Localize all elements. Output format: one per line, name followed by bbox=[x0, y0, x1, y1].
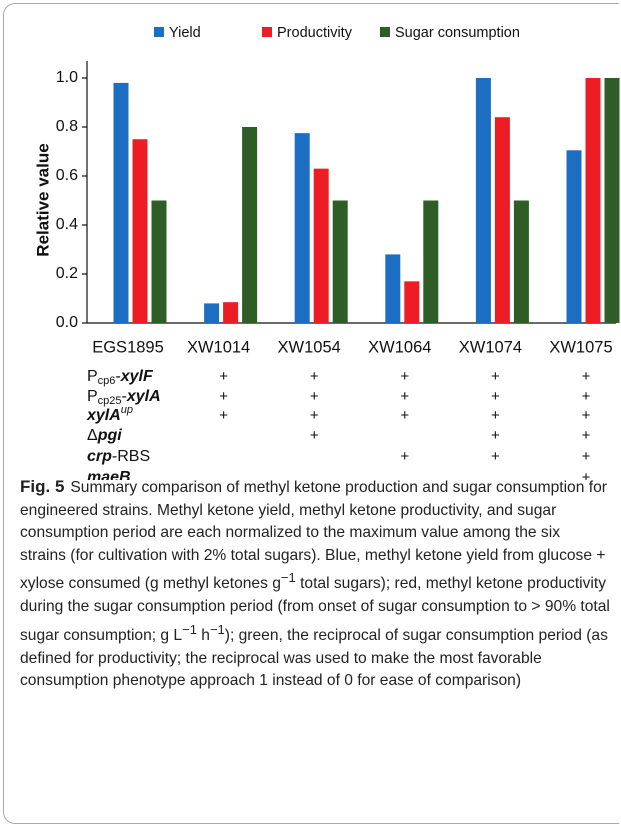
bar bbox=[404, 281, 420, 323]
bar bbox=[585, 78, 601, 323]
legend-label: Sugar consumption bbox=[395, 25, 520, 41]
figure-frame bbox=[3, 3, 619, 824]
row-label: Pcp6-xylF bbox=[87, 368, 154, 387]
caption-sup: −1 bbox=[280, 570, 296, 586]
bar bbox=[385, 254, 401, 323]
label-part: Δ bbox=[87, 427, 98, 444]
caption: Fig. 5 Summary comparison of methyl keton… bbox=[20, 476, 610, 693]
genotype-mark: + bbox=[491, 448, 500, 465]
bar bbox=[566, 150, 582, 323]
row-label: Δpgi bbox=[87, 427, 122, 444]
genotype-mark: + bbox=[219, 388, 228, 405]
legend-swatch bbox=[262, 27, 272, 37]
y-tick-label: 0.8 bbox=[56, 118, 78, 135]
genotype-mark: + bbox=[491, 388, 500, 405]
genotype-mark: + bbox=[310, 427, 319, 444]
caption-text: total sugars); red, methyl ketone produc… bbox=[20, 575, 610, 644]
label-part: - bbox=[115, 368, 120, 385]
x-tick-label: EGS1895 bbox=[92, 338, 164, 356]
genotype-mark: + bbox=[400, 388, 409, 405]
y-axis-label: Relative value bbox=[33, 143, 52, 256]
legend-swatch bbox=[380, 27, 390, 37]
label-sup: up bbox=[121, 404, 133, 416]
caption-label: Fig. 5 bbox=[20, 477, 65, 496]
genotype-mark: + bbox=[582, 407, 591, 424]
genotype-mark: + bbox=[491, 368, 500, 385]
bar bbox=[204, 303, 220, 323]
label-part: P bbox=[87, 388, 98, 405]
genotype-mark: + bbox=[582, 388, 591, 405]
genotype-mark: + bbox=[400, 368, 409, 385]
label-part: xylA bbox=[86, 407, 121, 424]
genotype-mark: + bbox=[582, 469, 591, 480]
legend-swatch bbox=[154, 27, 164, 37]
bar bbox=[494, 117, 510, 323]
caption-text: h bbox=[196, 626, 210, 644]
genotype-mark: + bbox=[310, 368, 319, 385]
label-part: crp bbox=[87, 448, 112, 465]
bar bbox=[513, 200, 529, 323]
y-tick-label: 0.0 bbox=[56, 314, 78, 331]
bar bbox=[132, 139, 148, 323]
genotype-mark: + bbox=[400, 448, 409, 465]
bar bbox=[423, 200, 439, 323]
genotype-mark: + bbox=[310, 388, 319, 405]
row-label: Pcp25-xylA bbox=[87, 388, 161, 407]
bar bbox=[604, 78, 620, 323]
y-tick-label: 0.6 bbox=[56, 167, 78, 184]
y-tick-label: 0.2 bbox=[56, 265, 78, 282]
bar bbox=[223, 302, 239, 323]
caption-sup: −1 bbox=[209, 621, 225, 637]
y-tick-label: 1.0 bbox=[56, 69, 78, 86]
genotype-mark: + bbox=[491, 407, 500, 424]
x-tick-label: XW1074 bbox=[459, 338, 522, 356]
genotype-mark: + bbox=[310, 407, 319, 424]
row-label: crp-RBS bbox=[87, 448, 150, 465]
genotype-mark: + bbox=[582, 427, 591, 444]
bar bbox=[151, 200, 167, 323]
row-label: maeB bbox=[87, 469, 131, 480]
genotype-mark: + bbox=[491, 427, 500, 444]
genotype-mark: + bbox=[582, 368, 591, 385]
genotype-mark: + bbox=[219, 368, 228, 385]
bar bbox=[475, 78, 491, 323]
bar bbox=[242, 127, 258, 323]
label-sub: cp25 bbox=[98, 395, 122, 407]
row-label: xylAup bbox=[86, 404, 133, 424]
chart: Relative value Pcp6-xylF Pcp25-xylA xylA… bbox=[33, 25, 620, 480]
label-sub: cp6 bbox=[98, 375, 116, 387]
x-tick-label: XW1064 bbox=[368, 338, 431, 356]
bar bbox=[332, 200, 348, 323]
bar bbox=[113, 82, 129, 324]
caption-text: ); green, the reciprocal of sugar consum… bbox=[20, 626, 608, 690]
label-part: pgi bbox=[97, 427, 123, 444]
x-tick-label: XW1014 bbox=[187, 338, 250, 356]
label-part: xylF bbox=[120, 368, 154, 385]
genotype-mark: + bbox=[400, 407, 409, 424]
bar bbox=[294, 133, 310, 323]
label-part: xylA bbox=[126, 388, 161, 405]
label-part: maeB bbox=[87, 469, 131, 480]
genotype-labels: Pcp6-xylF Pcp25-xylA xylAup Δpgi crp-RBS… bbox=[86, 368, 161, 480]
genotype-mark: + bbox=[219, 407, 228, 424]
label-part: -RBS bbox=[112, 448, 150, 465]
label-part: P bbox=[87, 368, 98, 385]
x-tick-label: XW1075 bbox=[549, 338, 612, 356]
bar bbox=[313, 168, 329, 323]
genotype-mark: + bbox=[582, 448, 591, 465]
legend-label: Productivity bbox=[277, 25, 353, 41]
y-tick-label: 0.4 bbox=[56, 216, 78, 233]
caption-text: Summary comparison of methyl ketone prod… bbox=[20, 479, 607, 593]
x-tick-label: XW1054 bbox=[278, 338, 341, 356]
caption-sup: −1 bbox=[182, 621, 197, 637]
label-part: - bbox=[122, 388, 127, 405]
legend-label: Yield bbox=[169, 25, 201, 41]
